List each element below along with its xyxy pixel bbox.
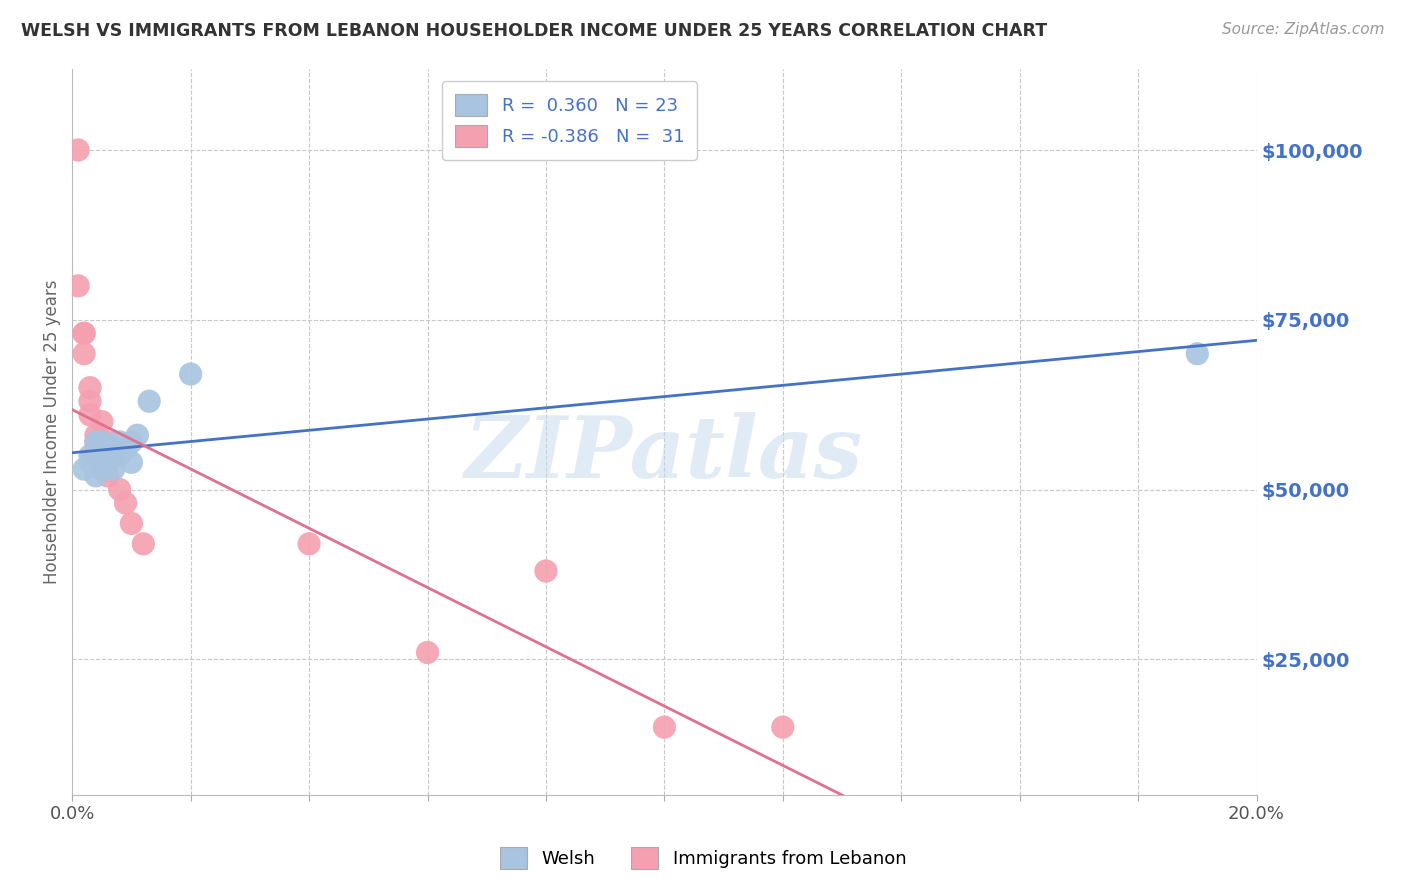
Point [84, 428, 107, 442]
Point [73, 462, 96, 476]
Point [84, 442, 107, 456]
Point [114, 496, 136, 510]
Point [90, 434, 112, 449]
Point [84, 449, 107, 463]
Point [90, 462, 112, 476]
Point [79, 394, 101, 409]
Point [73, 326, 96, 341]
Point [108, 449, 131, 463]
Point [120, 455, 142, 469]
Point [108, 434, 131, 449]
Point [84, 434, 107, 449]
Point [132, 537, 155, 551]
Point [120, 516, 142, 531]
Point [103, 449, 125, 463]
Legend: Welsh, Immigrants from Lebanon: Welsh, Immigrants from Lebanon [491, 838, 915, 879]
Point [103, 462, 125, 476]
Point [84, 434, 107, 449]
Point [90, 462, 112, 476]
Point [90, 434, 112, 449]
Legend: R =  0.360   N = 23, R = -0.386   N =  31: R = 0.360 N = 23, R = -0.386 N = 31 [443, 81, 697, 160]
Point [108, 483, 131, 497]
Point [79, 455, 101, 469]
Point [90, 455, 112, 469]
Text: Source: ZipAtlas.com: Source: ZipAtlas.com [1222, 22, 1385, 37]
Point [97, 455, 120, 469]
Point [97, 434, 120, 449]
Point [90, 449, 112, 463]
Point [97, 442, 120, 456]
Point [97, 455, 120, 469]
Point [114, 442, 136, 456]
Point [84, 449, 107, 463]
Point [97, 449, 120, 463]
Point [103, 442, 125, 456]
Point [79, 449, 101, 463]
Point [90, 415, 112, 429]
Point [67, 143, 90, 157]
Point [67, 278, 90, 293]
Point [1187, 347, 1209, 361]
Point [97, 469, 120, 483]
Point [84, 469, 107, 483]
Point [79, 381, 101, 395]
Y-axis label: Householder Income Under 25 years: Householder Income Under 25 years [44, 279, 60, 584]
Point [90, 442, 112, 456]
Point [180, 367, 202, 381]
Point [73, 347, 96, 361]
Point [73, 326, 96, 341]
Point [534, 564, 557, 578]
Point [127, 428, 149, 442]
Text: WELSH VS IMMIGRANTS FROM LEBANON HOUSEHOLDER INCOME UNDER 25 YEARS CORRELATION C: WELSH VS IMMIGRANTS FROM LEBANON HOUSEHO… [21, 22, 1047, 40]
Point [298, 537, 321, 551]
Point [79, 408, 101, 422]
Point [416, 645, 439, 659]
Point [120, 434, 142, 449]
Point [90, 449, 112, 463]
Text: ZIPatlas: ZIPatlas [465, 412, 863, 495]
Point [138, 394, 160, 409]
Point [772, 720, 794, 734]
Point [654, 720, 676, 734]
